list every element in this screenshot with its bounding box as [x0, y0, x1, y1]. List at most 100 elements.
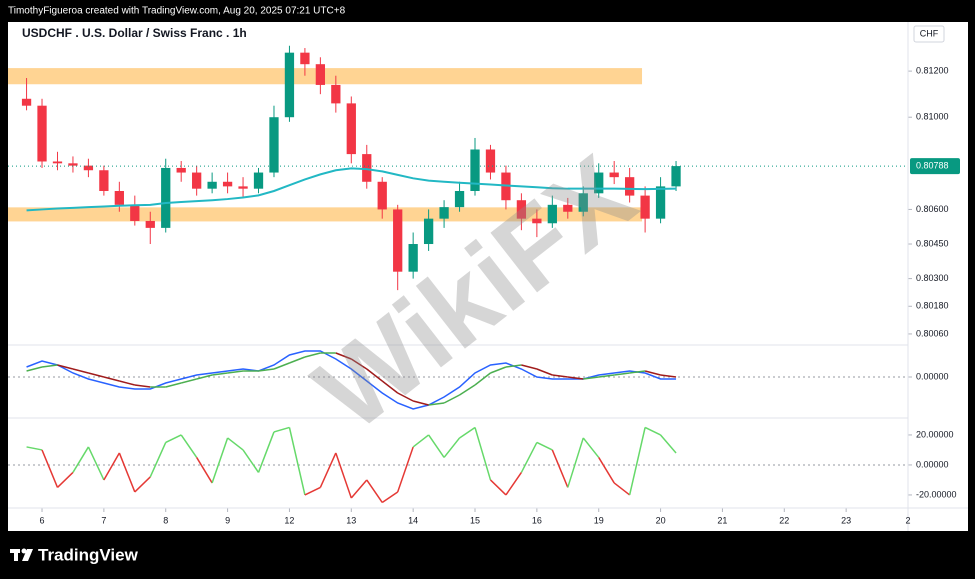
indicator-segment: [180, 434, 198, 458]
x-tick-label: 8: [163, 515, 168, 525]
indicator-segment: [644, 426, 661, 436]
x-tick-label: 9: [225, 515, 230, 525]
candle-body: [485, 149, 496, 173]
indicator-segment: [41, 364, 58, 368]
header: TimothyFigueroa created with TradingView…: [8, 6, 346, 17]
candle-body: [238, 186, 248, 189]
indicator-segment: [257, 431, 275, 473]
indicator-segment: [57, 364, 74, 370]
candle-body: [454, 190, 465, 208]
x-tick-label: 19: [594, 515, 604, 525]
indicator-segment: [459, 426, 476, 439]
candle-body: [532, 218, 542, 224]
indicator-segment: [196, 374, 213, 380]
candle-body: [408, 244, 418, 272]
indicator-segment: [551, 449, 569, 488]
indicator-segment: [428, 402, 445, 406]
indicator-segment: [149, 442, 167, 478]
last-price-box: [910, 158, 960, 175]
indicator-segment: [366, 368, 383, 382]
indicator-segment: [459, 384, 476, 396]
logo-part: [22, 549, 33, 561]
indicator-segment: [660, 374, 677, 378]
indicator-segment: [396, 446, 414, 493]
indicator-segment: [583, 376, 599, 380]
indicator-segment: [212, 372, 228, 376]
y-tick-label: 0.80300: [916, 273, 949, 283]
indicator-segment: [242, 449, 260, 473]
y-tick-label: 0.80060: [916, 328, 949, 338]
indicator-segment: [26, 446, 43, 451]
y-tick-label: 0.81000: [916, 112, 949, 122]
candle-body: [269, 117, 279, 173]
candle-body: [594, 172, 604, 194]
candle-body: [377, 181, 387, 210]
x-tick-label: 6: [40, 515, 45, 525]
indicator-segment: [536, 368, 553, 376]
x-tick-label: 20: [656, 515, 666, 525]
x-tick-label: 23: [841, 515, 851, 525]
candle-body: [625, 177, 635, 196]
y-tick-label: 0.00000: [916, 459, 949, 469]
candle-body: [331, 84, 341, 104]
candle-body: [21, 98, 32, 106]
candle-body: [207, 181, 217, 189]
indicator-segment: [72, 368, 89, 374]
candle-body: [578, 193, 588, 212]
currency-box: [913, 25, 945, 43]
x-tick-label: 16: [532, 515, 542, 525]
indicator-segment: [412, 400, 429, 406]
indicator-segment: [87, 446, 105, 481]
candle-body: [609, 172, 619, 178]
logo-part: [14, 549, 18, 561]
indicator-segment: [598, 374, 615, 378]
candle-body: [52, 161, 63, 164]
indicator-segment: [582, 437, 600, 458]
indicator-segment: [397, 392, 414, 402]
indicator-segment: [304, 486, 321, 496]
indicator-segment: [335, 452, 353, 499]
indicator-segment: [335, 352, 352, 360]
x-tick-label: 2: [905, 515, 910, 525]
indicator-segment: [319, 452, 337, 488]
indicator-segment: [350, 479, 368, 499]
indicator-segment: [366, 479, 383, 503]
indicator-segment: [165, 382, 182, 388]
y-tick-label: 0.80450: [916, 238, 949, 248]
indicator-segment: [289, 356, 306, 364]
x-tick-label: 12: [284, 515, 294, 525]
candle-body: [37, 105, 47, 162]
y-tick-label: 0.80180: [916, 301, 949, 311]
indicator-segment: [660, 434, 677, 454]
indicator-line: [26, 350, 677, 410]
candle-body: [470, 149, 480, 191]
candle-body: [300, 52, 310, 65]
candle-body: [640, 195, 650, 219]
indicator-segment: [381, 491, 399, 504]
indicator-segment: [614, 372, 630, 376]
indicator-segment: [567, 376, 584, 380]
indicator-segment: [381, 380, 399, 394]
indicator-segment: [273, 426, 290, 433]
indicator-segment: [288, 427, 306, 496]
indicator-segment: [56, 471, 74, 488]
indicator-segment: [629, 370, 646, 374]
indicator-segment: [134, 384, 151, 388]
indicator-segment: [613, 482, 631, 496]
candle-body: [83, 165, 94, 171]
indicator-segment: [103, 452, 120, 481]
indicator-segment: [41, 449, 59, 488]
indicator-segment: [474, 372, 491, 386]
candle-body: [176, 167, 186, 173]
indicator-segment: [505, 472, 523, 496]
candle-body: [362, 154, 372, 182]
indicator-segment: [628, 427, 646, 496]
candle-body: [161, 167, 171, 228]
chart-area: [8, 22, 968, 531]
indicator-segment: [196, 457, 213, 484]
candle-body: [222, 181, 233, 187]
indicator-segment: [505, 364, 522, 368]
candle-body: [547, 204, 557, 224]
y-tick-label: 0.80600: [916, 204, 949, 214]
